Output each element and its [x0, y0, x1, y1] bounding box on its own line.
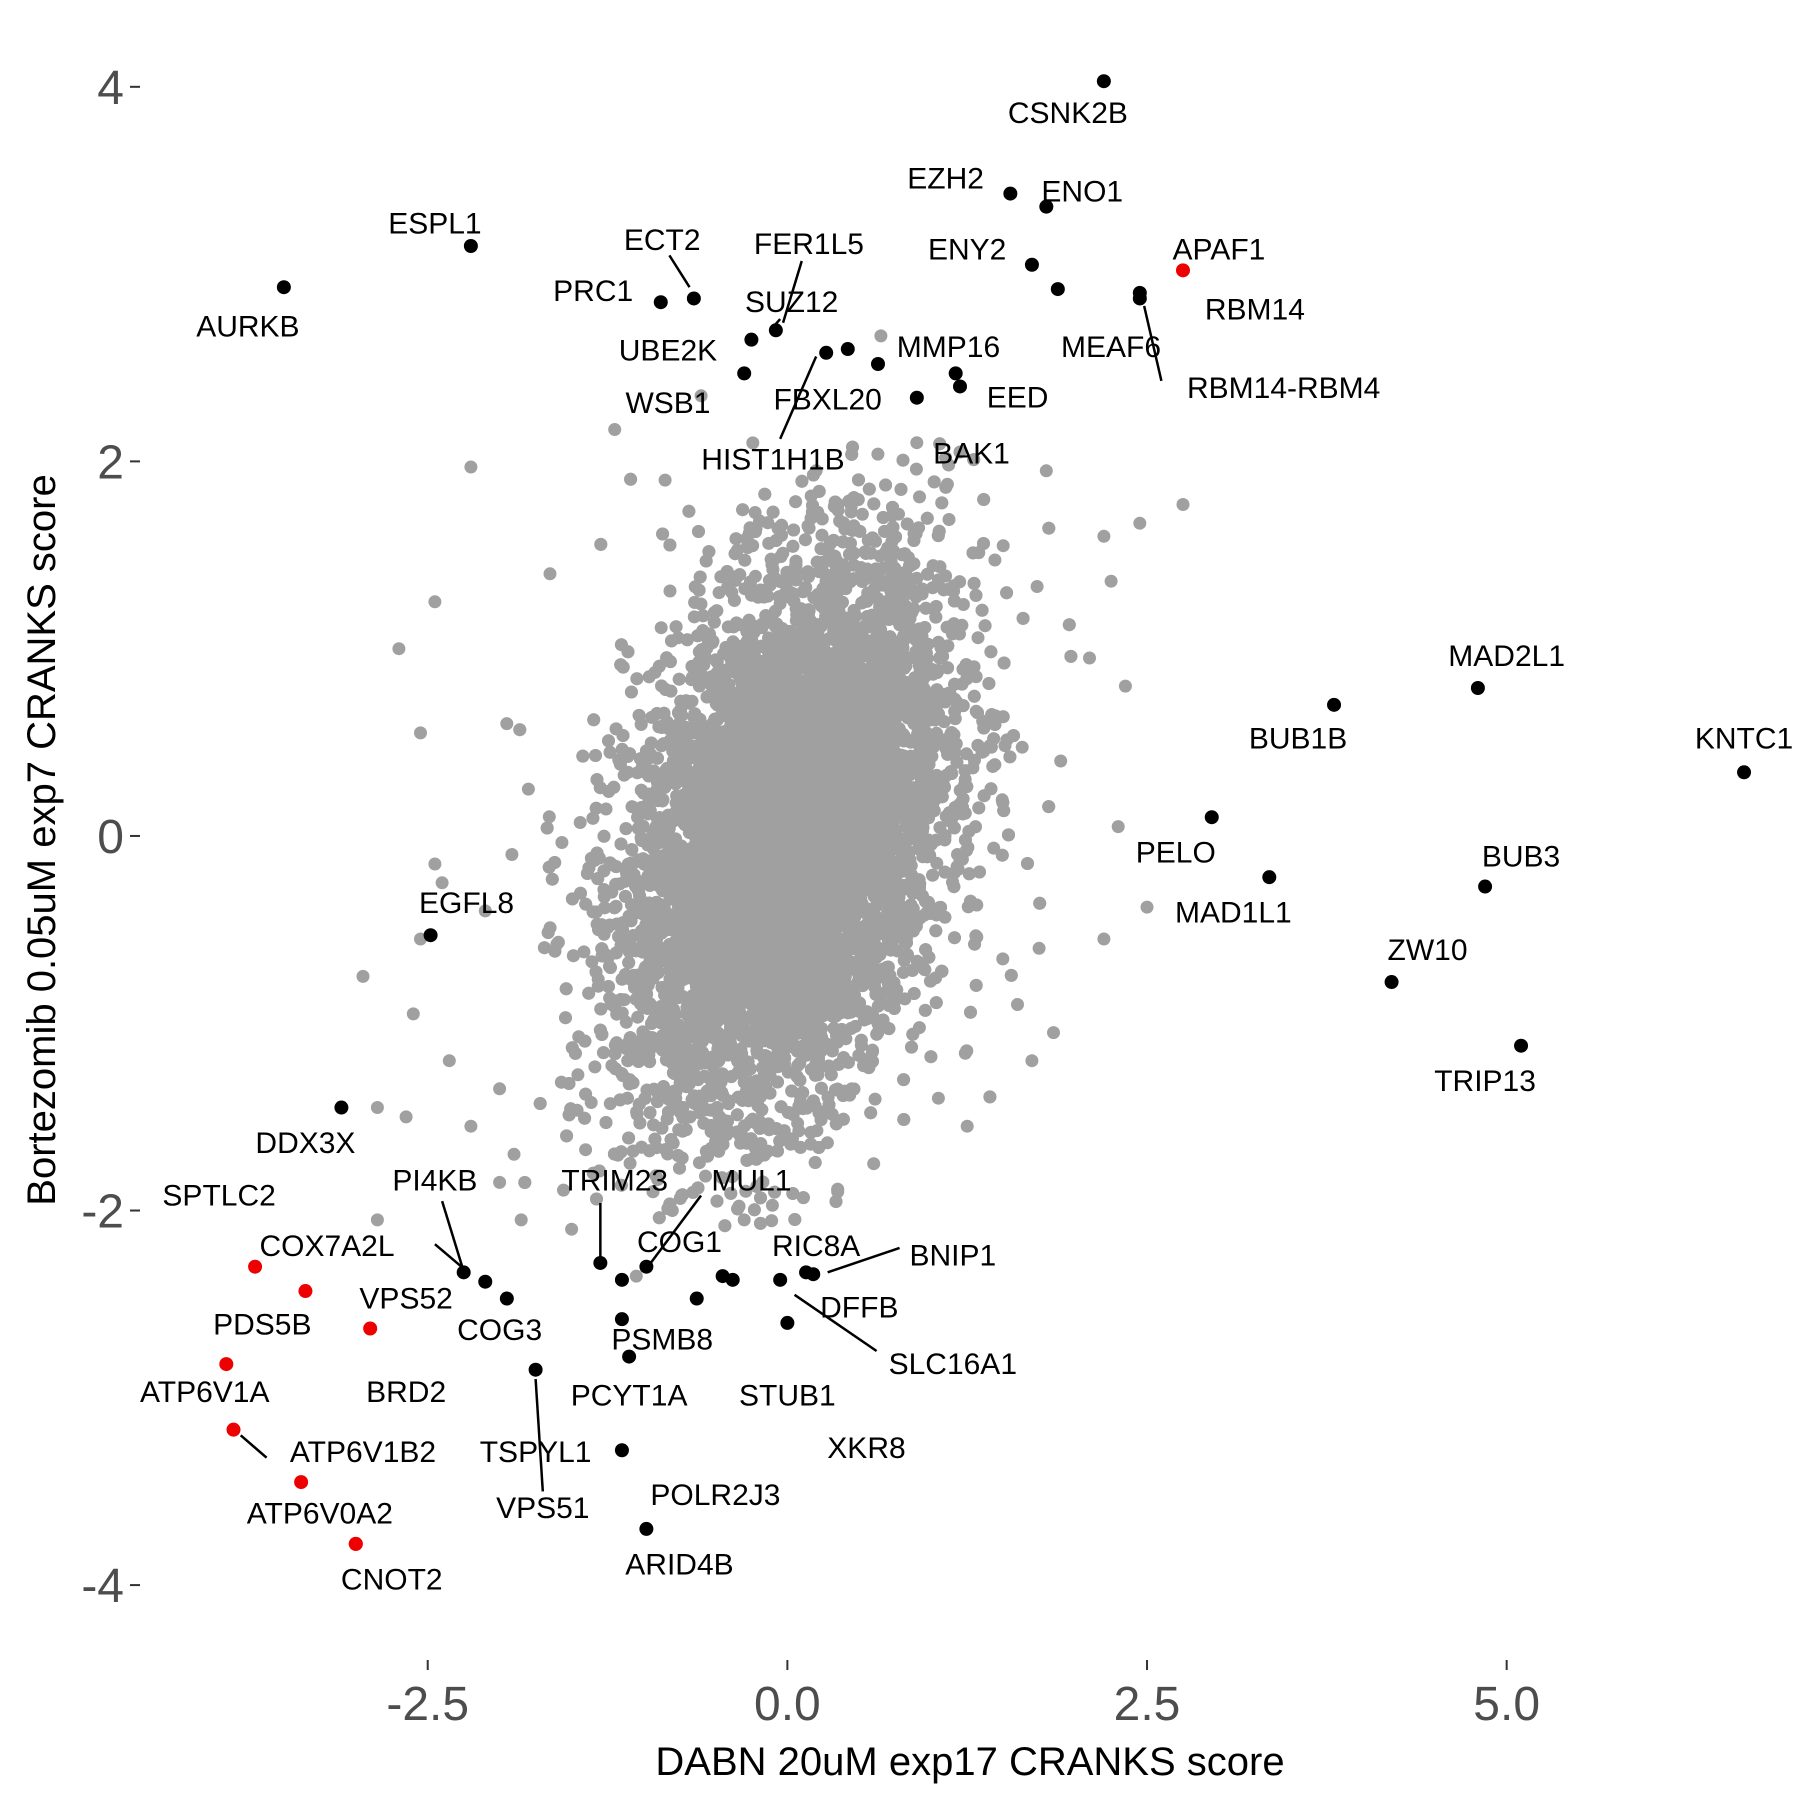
background-point [855, 507, 869, 521]
background-point [577, 945, 591, 959]
background-point [631, 1010, 645, 1024]
background-point [746, 436, 760, 450]
background-point [996, 952, 1010, 966]
background-point [663, 584, 677, 598]
background-point [555, 836, 569, 849]
background-point [750, 1180, 764, 1193]
background-point [557, 1183, 570, 1197]
background-point [791, 1116, 805, 1130]
background-point [588, 1060, 602, 1074]
background-point [1015, 740, 1029, 754]
background-point [913, 490, 926, 504]
background-point [542, 810, 556, 824]
background-point [868, 1092, 882, 1106]
background-point [621, 765, 635, 779]
background-points-layer [356, 329, 1190, 1283]
background-point [987, 841, 1001, 855]
background-point [942, 513, 956, 526]
background-point [654, 621, 668, 635]
background-point [971, 631, 985, 645]
background-point [871, 447, 885, 461]
background-point [909, 462, 923, 476]
background-point [998, 739, 1012, 753]
background-point [603, 1097, 617, 1111]
background-point [505, 848, 519, 861]
background-point [579, 1143, 593, 1157]
background-point [571, 1068, 585, 1082]
background-point [739, 1184, 753, 1198]
background-point [623, 1156, 637, 1170]
background-point [765, 1198, 779, 1212]
background-point [699, 1169, 712, 1183]
background-point [585, 955, 599, 969]
background-point [910, 571, 924, 585]
background-point [599, 802, 613, 816]
background-point [573, 816, 587, 829]
background-point [988, 553, 1002, 567]
background-point [1030, 580, 1044, 593]
